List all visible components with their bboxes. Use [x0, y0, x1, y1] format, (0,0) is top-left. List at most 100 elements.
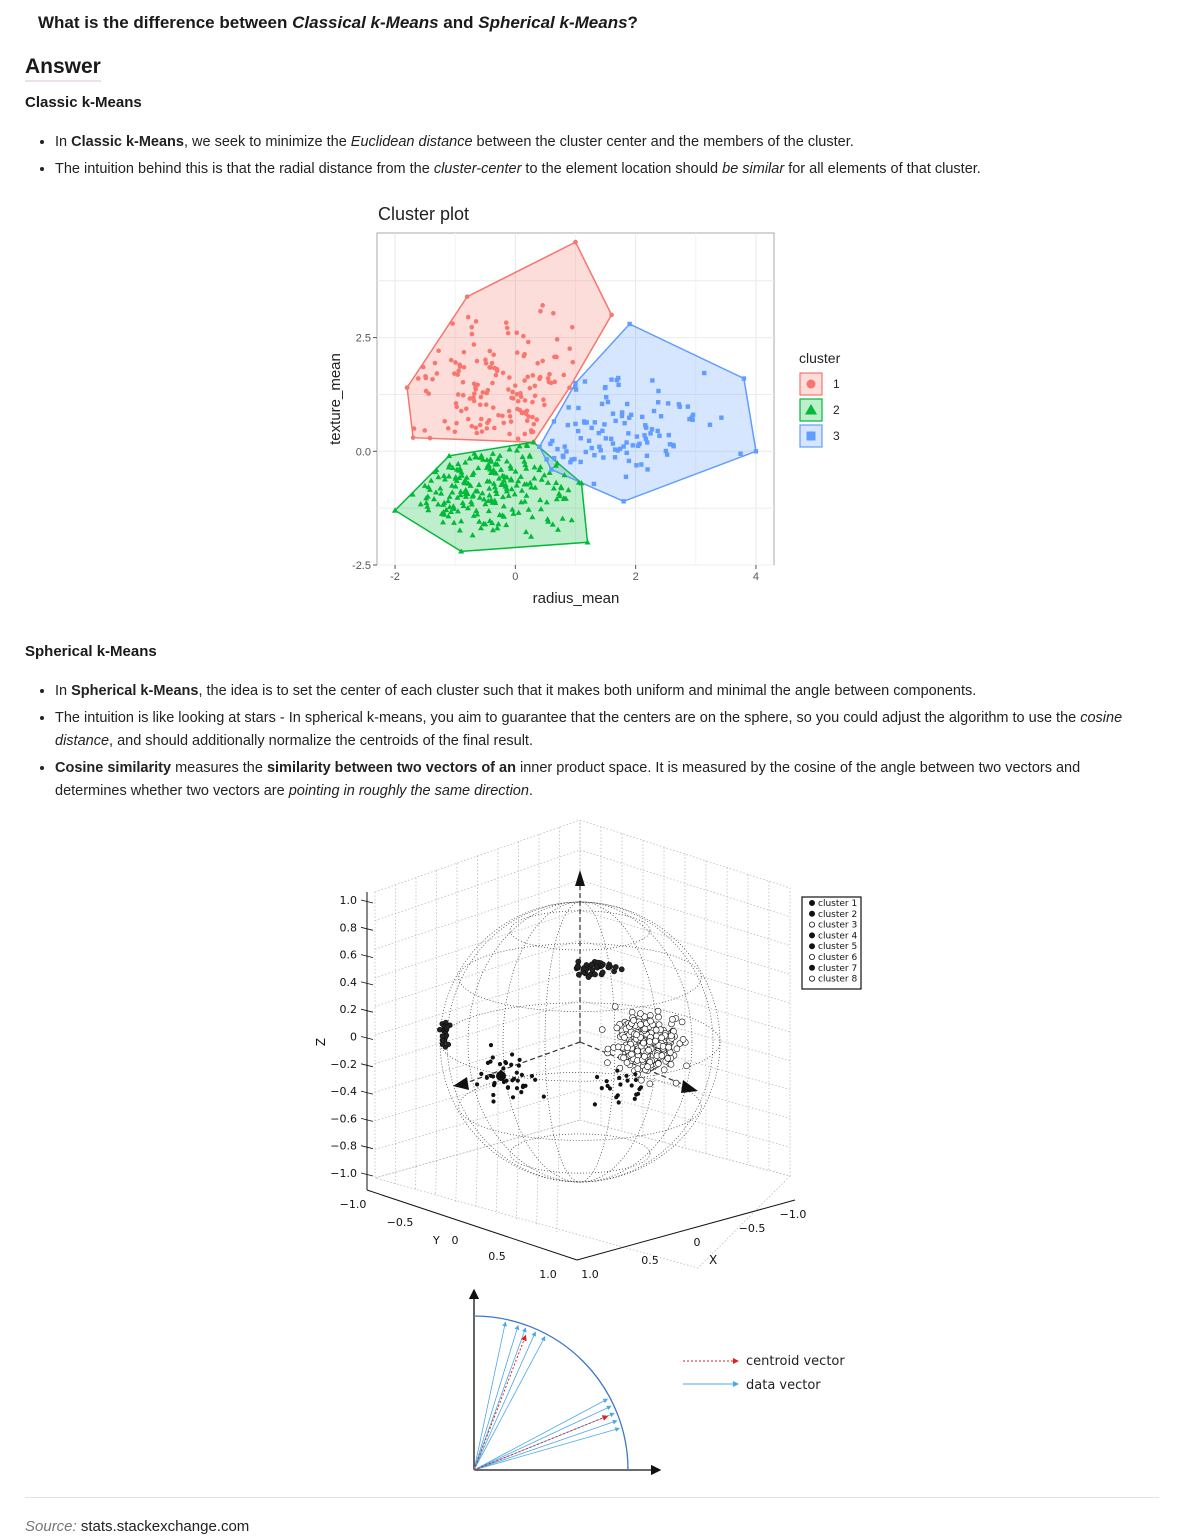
cluster-3-point: [617, 446, 623, 452]
cluster-3-point: [645, 467, 650, 472]
cluster-3-point: [573, 421, 578, 427]
cluster-1-point: [540, 358, 545, 364]
source-site: stats.stackexchange.com: [80, 1518, 250, 1535]
cluster-1-point: [469, 423, 475, 429]
cluster-3-point: [627, 321, 632, 327]
cluster-1-point: [530, 429, 536, 435]
y-arrow: [453, 1077, 469, 1090]
cluster-2-point: [544, 516, 551, 522]
centroid-marker: [496, 1071, 506, 1081]
question-suffix: ?: [627, 13, 638, 32]
cluster-3-point: [666, 401, 671, 406]
cluster-2-point: [468, 498, 475, 505]
z-tick-label: −0.6: [330, 1112, 357, 1125]
cluster-3-point: [644, 453, 650, 459]
cluster-1-point: [460, 379, 466, 385]
cluster-blob-large: [628, 1009, 636, 1016]
cluster-1-point: [474, 358, 480, 364]
x-tick-label: 0.5: [641, 1254, 659, 1267]
cluster-2-point: [518, 487, 525, 493]
cluster-1-point: [515, 406, 520, 412]
cluster-blob-large: [630, 1017, 637, 1024]
cluster-1-point: [507, 414, 513, 419]
cluster-blob-right: [605, 1083, 610, 1089]
cluster-2-point: [480, 520, 487, 526]
cluster-2-point: [500, 503, 507, 509]
cluster-2-point: [525, 506, 532, 512]
cluster-2-point: [543, 499, 550, 505]
cluster-3-point: [667, 442, 673, 447]
z-tick-label: −1.0: [330, 1167, 357, 1180]
cluster-blob-left: [439, 1033, 446, 1039]
cluster-2-point: [537, 496, 544, 503]
cluster-3-point: [626, 458, 632, 464]
cluster-1-point: [483, 357, 488, 363]
cluster-1-point: [478, 416, 484, 422]
legend-marker-3: [806, 431, 816, 441]
cluster-2-point: [480, 456, 487, 462]
cluster-3-point: [650, 378, 655, 383]
cluster-1-point: [473, 425, 479, 431]
cluster-1-point: [534, 417, 540, 422]
cluster-2-point: [492, 487, 499, 493]
cluster-2-point: [556, 490, 563, 496]
cluster-3-point: [634, 434, 640, 439]
cluster-2-point: [438, 490, 445, 496]
cluster-blob-large: [628, 1050, 635, 1058]
cluster-blob-right: [615, 1093, 620, 1098]
cluster-2-point: [432, 489, 439, 495]
legend-marker: [808, 921, 815, 928]
cluster-2-point: [501, 473, 508, 479]
box-grid: [579, 1029, 791, 1090]
cluster-1-point: [493, 372, 499, 378]
cluster-3-point: [548, 441, 553, 447]
cluster-blob-mid: [490, 1055, 495, 1060]
cluster-blob-mid: [519, 1090, 524, 1095]
cluster-3-point: [610, 441, 616, 446]
cluster-2-point: [454, 494, 461, 500]
source-label: Source:: [25, 1518, 77, 1535]
cluster-3-point: [655, 400, 661, 405]
cluster-blob-right: [617, 1075, 622, 1081]
cluster-3-point: [677, 404, 682, 409]
cluster-blob-large: [659, 1043, 667, 1050]
cluster-2-point: [528, 533, 535, 539]
y-tick-label: 2.5: [356, 333, 371, 345]
cluster-blob-large: [667, 1032, 675, 1040]
cluster-2-point: [505, 492, 512, 498]
cluster-3-point: [602, 422, 607, 427]
cluster-2-point: [476, 518, 483, 524]
cluster-plot-legend: cluster 1 2 3: [799, 350, 841, 448]
z-tick-label: 0.4: [340, 976, 358, 989]
cluster-3-point: [614, 377, 620, 383]
data-legend-label: data vector: [746, 1378, 821, 1393]
x-arrow: [681, 1080, 698, 1093]
cluster-2-point: [455, 467, 462, 473]
cluster-2-point: [513, 482, 520, 488]
cluster-2-point: [460, 502, 467, 509]
cluster-2-point: [532, 484, 539, 490]
cluster-blob-top: [618, 966, 625, 973]
cluster-2-point: [526, 452, 533, 458]
footer-divider: [25, 1497, 1159, 1498]
cluster-2-point: [523, 441, 530, 447]
cluster-1-point: [542, 402, 547, 408]
cluster-2-point: [562, 495, 569, 501]
z-tick-label: 0.6: [340, 949, 358, 962]
cluster-2-point: [425, 507, 432, 513]
cluster-1-point: [561, 372, 567, 378]
cluster-1-point: [487, 365, 492, 370]
cluster-3-point: [624, 440, 629, 445]
z-tick: [360, 1036, 374, 1040]
cluster-3-point: [581, 419, 587, 424]
cluster-3-point: [565, 422, 571, 428]
cluster-2-point: [499, 480, 506, 486]
cluster-3-point: [639, 462, 644, 467]
cluster-blob-large: [598, 1026, 606, 1033]
cluster-blob-right: [634, 1092, 639, 1097]
cluster-blob-right: [616, 1100, 621, 1105]
cluster-2-point: [462, 459, 469, 465]
cluster-plot-ticks: -2 0 2 4 -2.5 0.0 2.5: [352, 333, 759, 583]
box-grid: [374, 879, 581, 950]
cluster-plot-ylabel: texture_mean: [327, 353, 344, 445]
